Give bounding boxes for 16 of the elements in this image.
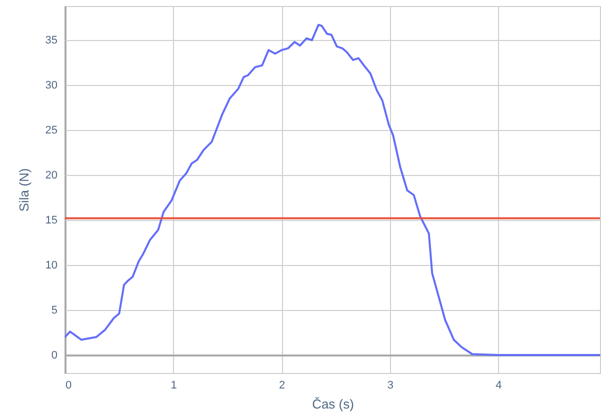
x-tick-label: 0 [66, 380, 72, 392]
y-tick-label: 25 [45, 124, 58, 137]
y-tick-label: 20 [45, 170, 58, 182]
line-series [65, 24, 600, 356]
y-tick-label: 35 [45, 34, 58, 47]
x-tick-label: 4 [496, 380, 502, 392]
y-tick-label: 5 [51, 304, 58, 317]
y-axis-title: Sila (N) [16, 168, 32, 212]
x-axis-title: Čas (s) [312, 396, 354, 412]
x-tick-label: 2 [279, 380, 286, 392]
y-tick-label: 15 [45, 214, 58, 227]
y-tick-label: 30 [45, 80, 58, 92]
x-tick-label: 1 [170, 380, 177, 392]
x-tick-label: 3 [387, 380, 394, 392]
y-tick-label: 10 [45, 260, 58, 272]
y-tick-label: 0 [51, 350, 58, 362]
